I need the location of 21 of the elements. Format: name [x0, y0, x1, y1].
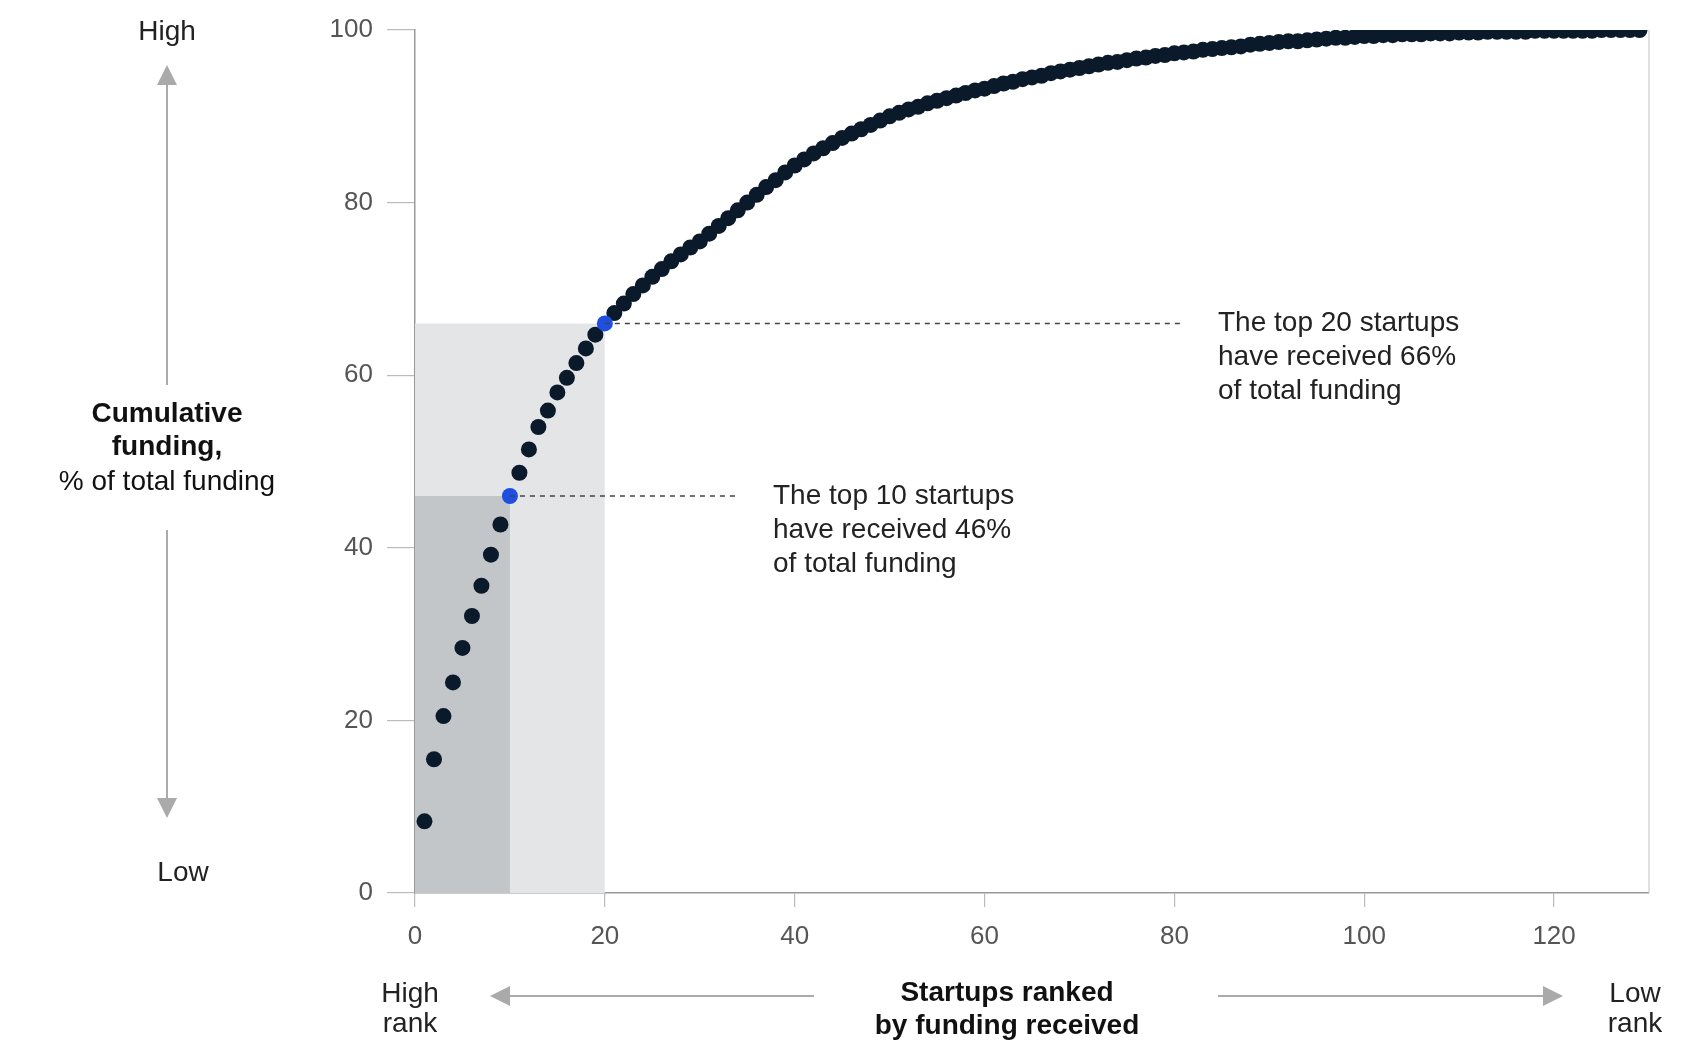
y-tick-label: 80 [344, 185, 373, 216]
text: Low rank [1607, 976, 1664, 1038]
text: High rank [381, 976, 439, 1038]
x-tick-label: 100 [1342, 919, 1386, 950]
x-tick-label: 40 [780, 919, 810, 950]
x-axis-title: Startups ranked by funding received [874, 975, 1140, 1040]
y-tick-label: 40 [344, 530, 373, 561]
y-tick-label: 0 [358, 876, 373, 907]
x-tick-label: 60 [970, 919, 999, 950]
annotation: The top 20 startups have received 66% of total funding [1218, 306, 1460, 406]
y-axis-title: Cumulative funding, % of total funding [58, 396, 276, 496]
y-tick-label: 60 [344, 358, 373, 389]
text: High [138, 14, 196, 46]
text: Low [157, 855, 210, 887]
x-tick-label: 120 [1532, 919, 1576, 950]
y-tick-label: 100 [329, 13, 373, 44]
y-tick-label: 20 [344, 703, 373, 734]
x-tick-label: 20 [590, 919, 620, 950]
x-tick-label: 0 [407, 919, 423, 950]
annotation: The top 10 startups have received 46% of total funding [773, 478, 1015, 578]
x-tick-label: 80 [1159, 919, 1189, 950]
